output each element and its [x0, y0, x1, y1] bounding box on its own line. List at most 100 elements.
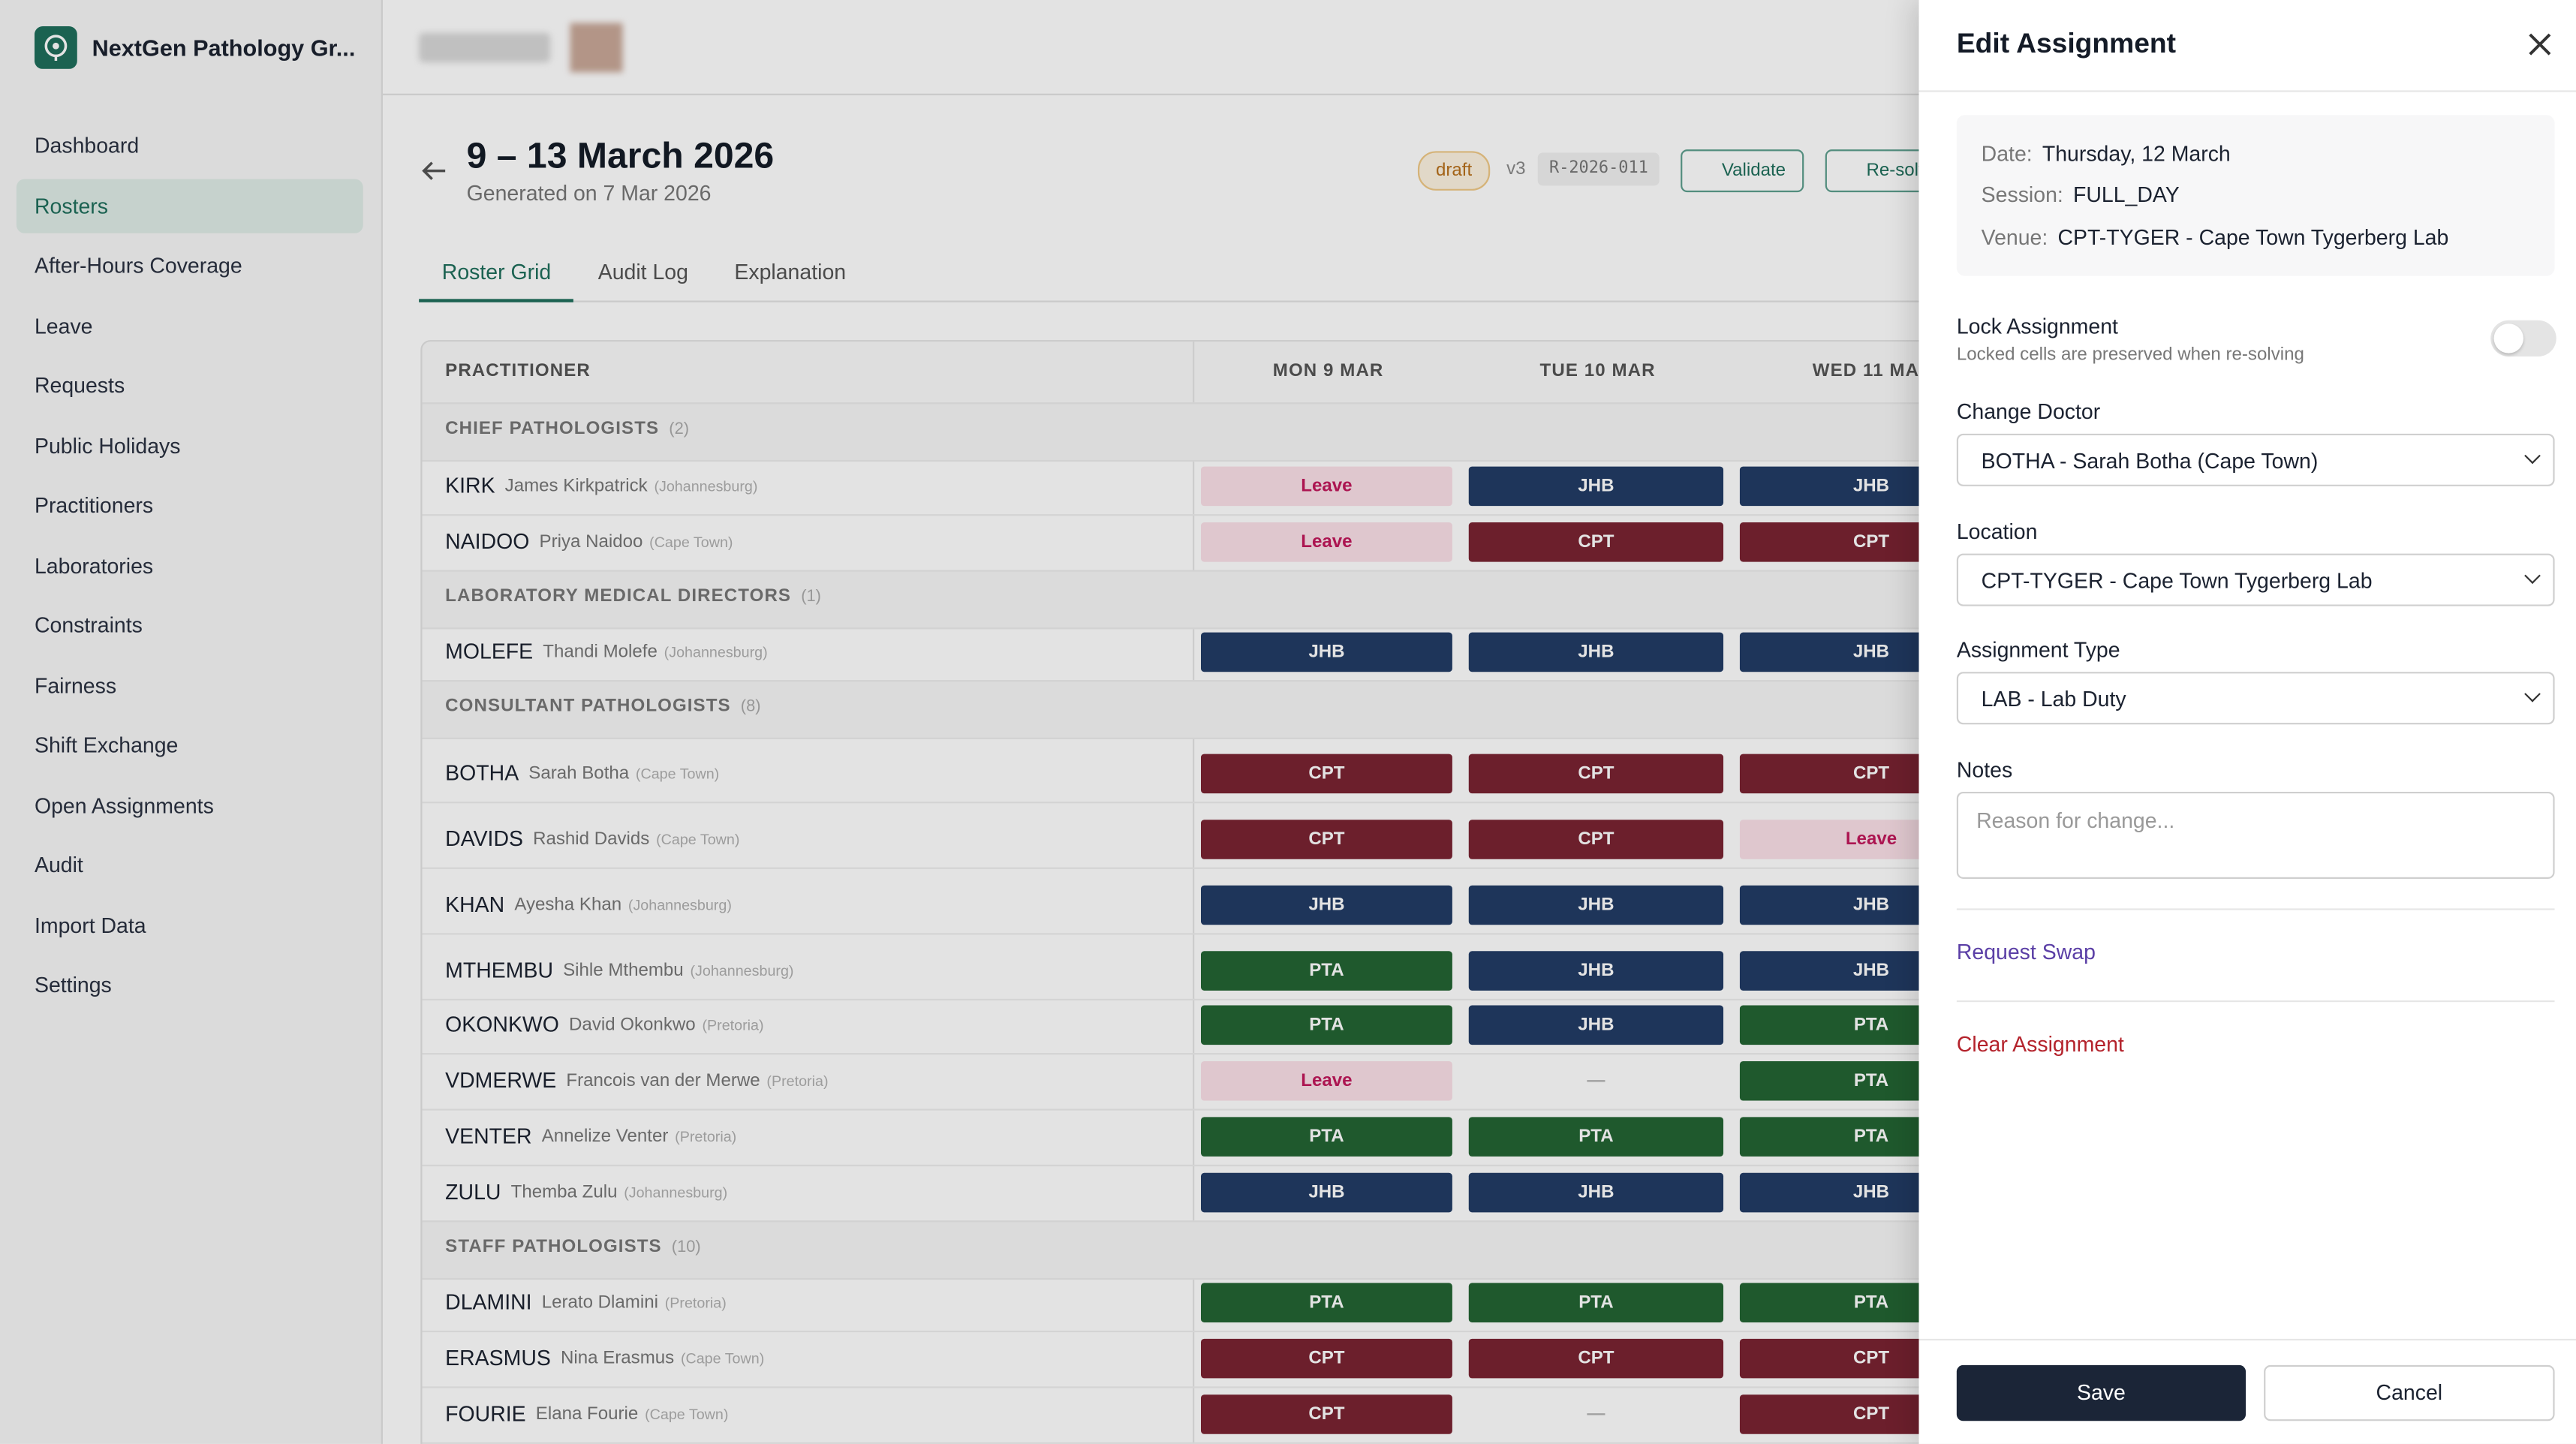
nav-item[interactable]: Settings: [34, 972, 112, 997]
assignment-cell[interactable]: JHB: [1468, 1172, 1724, 1213]
practitioner-city: (Johannesburg): [664, 644, 768, 660]
divider: [1956, 908, 2555, 910]
column-header: PRACTITIONER: [445, 361, 591, 381]
assignment-cell[interactable]: JHB: [1200, 885, 1452, 925]
assignment-cell[interactable]: CPT: [1468, 522, 1724, 562]
day-header: TUE 10 MAR: [1539, 361, 1656, 381]
assignment-cell[interactable]: CPT: [1468, 820, 1724, 859]
assignment-cell[interactable]: PTA: [1200, 1117, 1452, 1157]
version: v3: [1506, 159, 1526, 179]
info-value: FULL_DAY: [2072, 182, 2180, 207]
assignment-cell[interactable]: JHB: [1468, 885, 1724, 925]
assignment-cell[interactable]: PTA: [1468, 1117, 1724, 1157]
assignment-cell[interactable]: JHB: [1468, 951, 1724, 991]
assignment-cell[interactable]: CPT: [1200, 754, 1452, 794]
assignment-cell[interactable]: —: [1587, 1071, 1605, 1091]
nav-item[interactable]: Import Data: [34, 912, 146, 937]
practitioner-name: James Kirkpatrick: [504, 476, 648, 497]
assignment-cell[interactable]: JHB: [1468, 632, 1724, 672]
group-label: CHIEF PATHOLOGISTS: [445, 419, 660, 439]
tab-border: [419, 300, 2576, 302]
practitioner-code: KHAN: [445, 892, 505, 917]
practitioner-code: FOURIE: [445, 1401, 526, 1426]
nav-item[interactable]: Rosters: [34, 193, 109, 218]
practitioner-city: (Cape Town): [649, 534, 733, 551]
assignment-cell[interactable]: PTA: [1200, 951, 1452, 991]
notes-label: Notes: [1956, 757, 2013, 782]
practitioner-city: (Cape Town): [656, 831, 740, 848]
notes-input[interactable]: Reason for change...: [1956, 791, 2555, 879]
info-value: CPT-TYGER - Cape Town Tygerberg Lab: [2057, 224, 2449, 250]
field-label: Location: [1956, 519, 2038, 544]
assignment-cell[interactable]: PTA: [1200, 1005, 1452, 1045]
assignment-cell[interactable]: Leave: [1200, 522, 1452, 562]
toggle-knob: [2493, 323, 2523, 353]
request-swap-link[interactable]: Request Swap: [1956, 939, 2096, 964]
group-label: CONSULTANT PATHOLOGISTS: [445, 696, 731, 717]
info-label: Venue:: [1981, 224, 2048, 250]
assignment-cell[interactable]: JHB: [1468, 1005, 1724, 1045]
select-chevron: [2524, 447, 2541, 465]
nav-item[interactable]: Laboratories: [34, 552, 154, 578]
close-button[interactable]: [2529, 33, 2552, 56]
nav-item[interactable]: Public Holidays: [34, 432, 181, 458]
nav-item[interactable]: Shift Exchange: [34, 733, 179, 758]
practitioner-name: Priya Naidoo: [539, 532, 643, 552]
blurred-avatar: [570, 23, 623, 73]
tab[interactable]: Roster Grid: [441, 259, 552, 284]
nav-item[interactable]: Open Assignments: [34, 793, 214, 817]
practitioner-code: ERASMUS: [445, 1345, 551, 1370]
row-border: [422, 998, 2576, 1000]
cancel-button[interactable]: Cancel: [2264, 1364, 2555, 1421]
save-button[interactable]: Save: [1956, 1364, 2246, 1421]
group-count: (10): [671, 1238, 701, 1257]
practitioner-code: MOLEFE: [445, 639, 534, 664]
clear-assignment-link[interactable]: Clear Assignment: [1956, 1031, 2124, 1057]
tab[interactable]: Explanation: [734, 259, 847, 284]
nav-item[interactable]: Leave: [34, 312, 93, 338]
assignment-cell[interactable]: Leave: [1200, 1060, 1452, 1101]
lock-label: Lock Assignment: [1956, 314, 2118, 338]
action-button[interactable]: Validate: [1681, 149, 1804, 193]
nav-item[interactable]: Audit: [34, 852, 83, 877]
nav-item[interactable]: After-Hours Coverage: [34, 253, 242, 278]
select[interactable]: BOTHA - Sarah Botha (Cape Town): [1956, 433, 2555, 486]
assignment-cell[interactable]: PTA: [1200, 1283, 1452, 1322]
group-count: (2): [669, 420, 690, 439]
blurred-user: [419, 32, 551, 63]
lock-toggle[interactable]: [2490, 320, 2556, 356]
lock-hint: Locked cells are preserved when re-solvi…: [1956, 344, 2304, 365]
practitioner-code: NAIDOO: [445, 528, 530, 554]
assignment-cell[interactable]: CPT: [1200, 820, 1452, 859]
nav-item[interactable]: Dashboard: [34, 133, 140, 158]
practitioner-code: BOTHA: [445, 760, 519, 786]
assignment-cell[interactable]: CPT: [1200, 1338, 1452, 1379]
assignment-cell[interactable]: CPT: [1468, 754, 1724, 794]
assignment-cell[interactable]: JHB: [1200, 632, 1452, 672]
row-border: [422, 933, 2576, 935]
practitioner-name: Sihle Mthembu: [563, 961, 684, 981]
select[interactable]: CPT-TYGER - Cape Town Tygerberg Lab: [1956, 553, 2555, 606]
assignment-cell[interactable]: PTA: [1468, 1283, 1724, 1322]
select-value: CPT-TYGER - Cape Town Tygerberg Lab: [1981, 568, 2373, 594]
roster-subtitle: Generated on 7 Mar 2026: [466, 180, 712, 206]
back-button[interactable]: [419, 156, 448, 185]
practitioner-name: Lerato Dlamini: [541, 1292, 658, 1313]
nav-item[interactable]: Requests: [34, 372, 125, 398]
assignment-cell[interactable]: —: [1587, 1404, 1605, 1424]
practitioner-city: (Cape Town): [680, 1350, 765, 1367]
nav-item[interactable]: Fairness: [34, 672, 117, 698]
assignment-cell[interactable]: JHB: [1200, 1172, 1452, 1213]
select-value: BOTHA - Sarah Botha (Cape Town): [1981, 448, 2319, 474]
select[interactable]: LAB - Lab Duty: [1956, 672, 2555, 725]
tab[interactable]: Audit Log: [597, 259, 688, 284]
nav-item[interactable]: Constraints: [34, 612, 143, 638]
assignment-cell[interactable]: CPT: [1200, 1394, 1452, 1434]
select-chevron: [2524, 685, 2541, 702]
assignment-cell[interactable]: JHB: [1468, 466, 1724, 507]
assignment-cell[interactable]: Leave: [1200, 466, 1452, 507]
practitioner-name: David Okonkwo: [569, 1015, 696, 1035]
assignment-cell[interactable]: CPT: [1468, 1338, 1724, 1379]
practitioner-name: Sarah Botha: [528, 763, 630, 784]
nav-item[interactable]: Practitioners: [34, 492, 154, 518]
